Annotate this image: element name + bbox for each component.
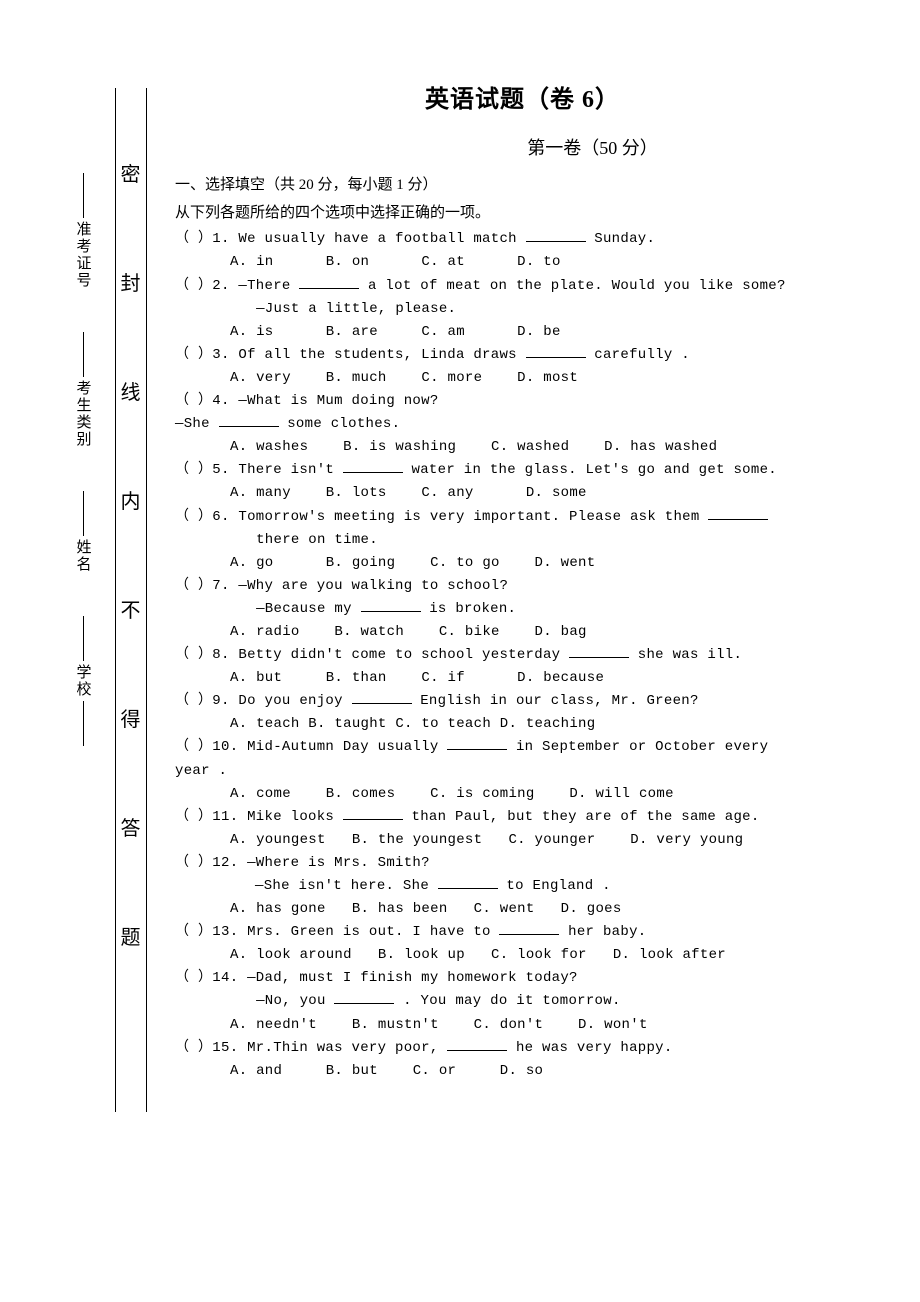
question-continuation: —She isn't here. She to England . — [175, 875, 870, 898]
question-options: A. and B. but C. or D. so — [175, 1060, 870, 1083]
question-options: A. many B. lots C. any D. some — [175, 482, 870, 505]
seal-column: 密 封 线 内 不 得 答 题 — [118, 158, 143, 950]
question-options: A. is B. are C. am D. be — [175, 321, 870, 344]
question-text: （ ）3. Of all the students, Linda draws c… — [175, 344, 870, 367]
question-item: （ ）8. Betty didn't come to school yester… — [175, 644, 870, 690]
question-text: （ ）1. We usually have a football match S… — [175, 228, 870, 251]
school-field: 学校 — [73, 613, 94, 749]
question-text: （ ）10. Mid-Autumn Day usually in Septemb… — [175, 736, 870, 759]
question-item: （ ）2. —There a lot of meat on the plate.… — [175, 275, 870, 344]
question-item: （ ）15. Mr.Thin was very poor, he was ver… — [175, 1037, 870, 1083]
question-text: （ ）5. There isn't water in the glass. Le… — [175, 459, 870, 482]
fill-line — [83, 491, 84, 536]
question-text: （ ）12. —Where is Mrs. Smith? — [175, 852, 870, 875]
question-item: （ ）9. Do you enjoy English in our class,… — [175, 690, 870, 736]
question-options: A. very B. much C. more D. most — [175, 367, 870, 390]
name-label: 姓名 — [73, 539, 94, 573]
question-options: A. has gone B. has been C. went D. goes — [175, 898, 870, 921]
question-options: A. youngest B. the youngest C. younger D… — [175, 829, 870, 852]
question-item: （ ）14. —Dad, must I finish my homework t… — [175, 967, 870, 1036]
question-options: A. washes B. is washing C. washed D. has… — [175, 436, 870, 459]
question-options: A. come B. comes C. is coming D. will co… — [175, 783, 870, 806]
question-options: A. go B. going C. to go D. went — [175, 552, 870, 575]
question-item: （ ）6. Tomorrow's meeting is very importa… — [175, 506, 870, 575]
question-text: （ ）9. Do you enjoy English in our class,… — [175, 690, 870, 713]
question-options: A. but B. than C. if D. because — [175, 667, 870, 690]
exam-id-field: 准考证号 — [73, 170, 94, 289]
question-continuation: —Just a little, please. — [175, 298, 870, 321]
school-label: 学校 — [73, 664, 94, 698]
page-title: 英语试题（卷 6） — [175, 80, 870, 121]
fill-line — [83, 701, 84, 746]
questions-container: （ ）1. We usually have a football match S… — [175, 228, 870, 1082]
candidate-type-field: 考生类别 — [73, 329, 94, 448]
question-continuation: —She some clothes. — [175, 413, 870, 436]
fill-line — [83, 173, 84, 218]
question-item: （ ）10. Mid-Autumn Day usually in Septemb… — [175, 736, 870, 805]
question-text: （ ）15. Mr.Thin was very poor, he was ver… — [175, 1037, 870, 1060]
main-content: 英语试题（卷 6） 第一卷（50 分） 一、选择填空（共 20 分，每小题 1 … — [175, 80, 870, 1083]
seal-char: 不 — [121, 594, 141, 623]
question-options: A. teach B. taught C. to teach D. teachi… — [175, 713, 870, 736]
question-continuation: —Because my is broken. — [175, 598, 870, 621]
student-info-column: 准考证号 考生类别 姓名 学校 — [58, 170, 108, 789]
question-item: （ ）13. Mrs. Green is out. I have to her … — [175, 921, 870, 967]
page-subtitle: 第一卷（50 分） — [315, 133, 870, 164]
candidate-type-label: 考生类别 — [73, 380, 94, 448]
binding-line-left — [115, 88, 116, 1112]
question-item: （ ）11. Mike looks than Paul, but they ar… — [175, 806, 870, 852]
question-options: A. look around B. look up C. look for D.… — [175, 944, 870, 967]
name-field: 姓名 — [73, 488, 94, 573]
question-text: （ ）4. —What is Mum doing now? — [175, 390, 870, 413]
seal-char: 线 — [121, 376, 141, 405]
section-header: 一、选择填空（共 20 分，每小题 1 分） — [175, 173, 870, 199]
fill-line — [83, 332, 84, 377]
question-text: （ ）7. —Why are you walking to school? — [175, 575, 870, 598]
question-text: （ ）14. —Dad, must I finish my homework t… — [175, 967, 870, 990]
seal-char: 内 — [121, 485, 141, 514]
question-item: （ ）7. —Why are you walking to school? —B… — [175, 575, 870, 644]
question-text: （ ）6. Tomorrow's meeting is very importa… — [175, 506, 870, 529]
question-options: A. in B. on C. at D. to — [175, 251, 870, 274]
question-options: A. needn't B. mustn't C. don't D. won't — [175, 1014, 870, 1037]
question-text: （ ）8. Betty didn't come to school yester… — [175, 644, 870, 667]
question-options: A. radio B. watch C. bike D. bag — [175, 621, 870, 644]
question-text: （ ）11. Mike looks than Paul, but they ar… — [175, 806, 870, 829]
seal-char: 密 — [121, 158, 141, 187]
question-continuation: there on time. — [175, 529, 870, 552]
seal-char: 答 — [121, 812, 141, 841]
question-item: （ ）4. —What is Mum doing now?—She some c… — [175, 390, 870, 459]
seal-char: 得 — [121, 703, 141, 732]
question-continuation: —No, you . You may do it tomorrow. — [175, 990, 870, 1013]
instruction: 从下列各题所给的四个选项中选择正确的一项。 — [175, 201, 870, 227]
question-item: （ ）1. We usually have a football match S… — [175, 228, 870, 274]
question-item: （ ）3. Of all the students, Linda draws c… — [175, 344, 870, 390]
question-text: （ ）2. —There a lot of meat on the plate.… — [175, 275, 870, 298]
question-continuation: year . — [175, 760, 870, 783]
question-text: （ ）13. Mrs. Green is out. I have to her … — [175, 921, 870, 944]
exam-id-label: 准考证号 — [73, 221, 94, 289]
seal-char: 题 — [121, 921, 141, 950]
fill-line — [83, 616, 84, 661]
question-item: （ ）5. There isn't water in the glass. Le… — [175, 459, 870, 505]
question-item: （ ）12. —Where is Mrs. Smith?—She isn't h… — [175, 852, 870, 921]
binding-line-right — [146, 88, 147, 1112]
seal-char: 封 — [121, 267, 141, 296]
